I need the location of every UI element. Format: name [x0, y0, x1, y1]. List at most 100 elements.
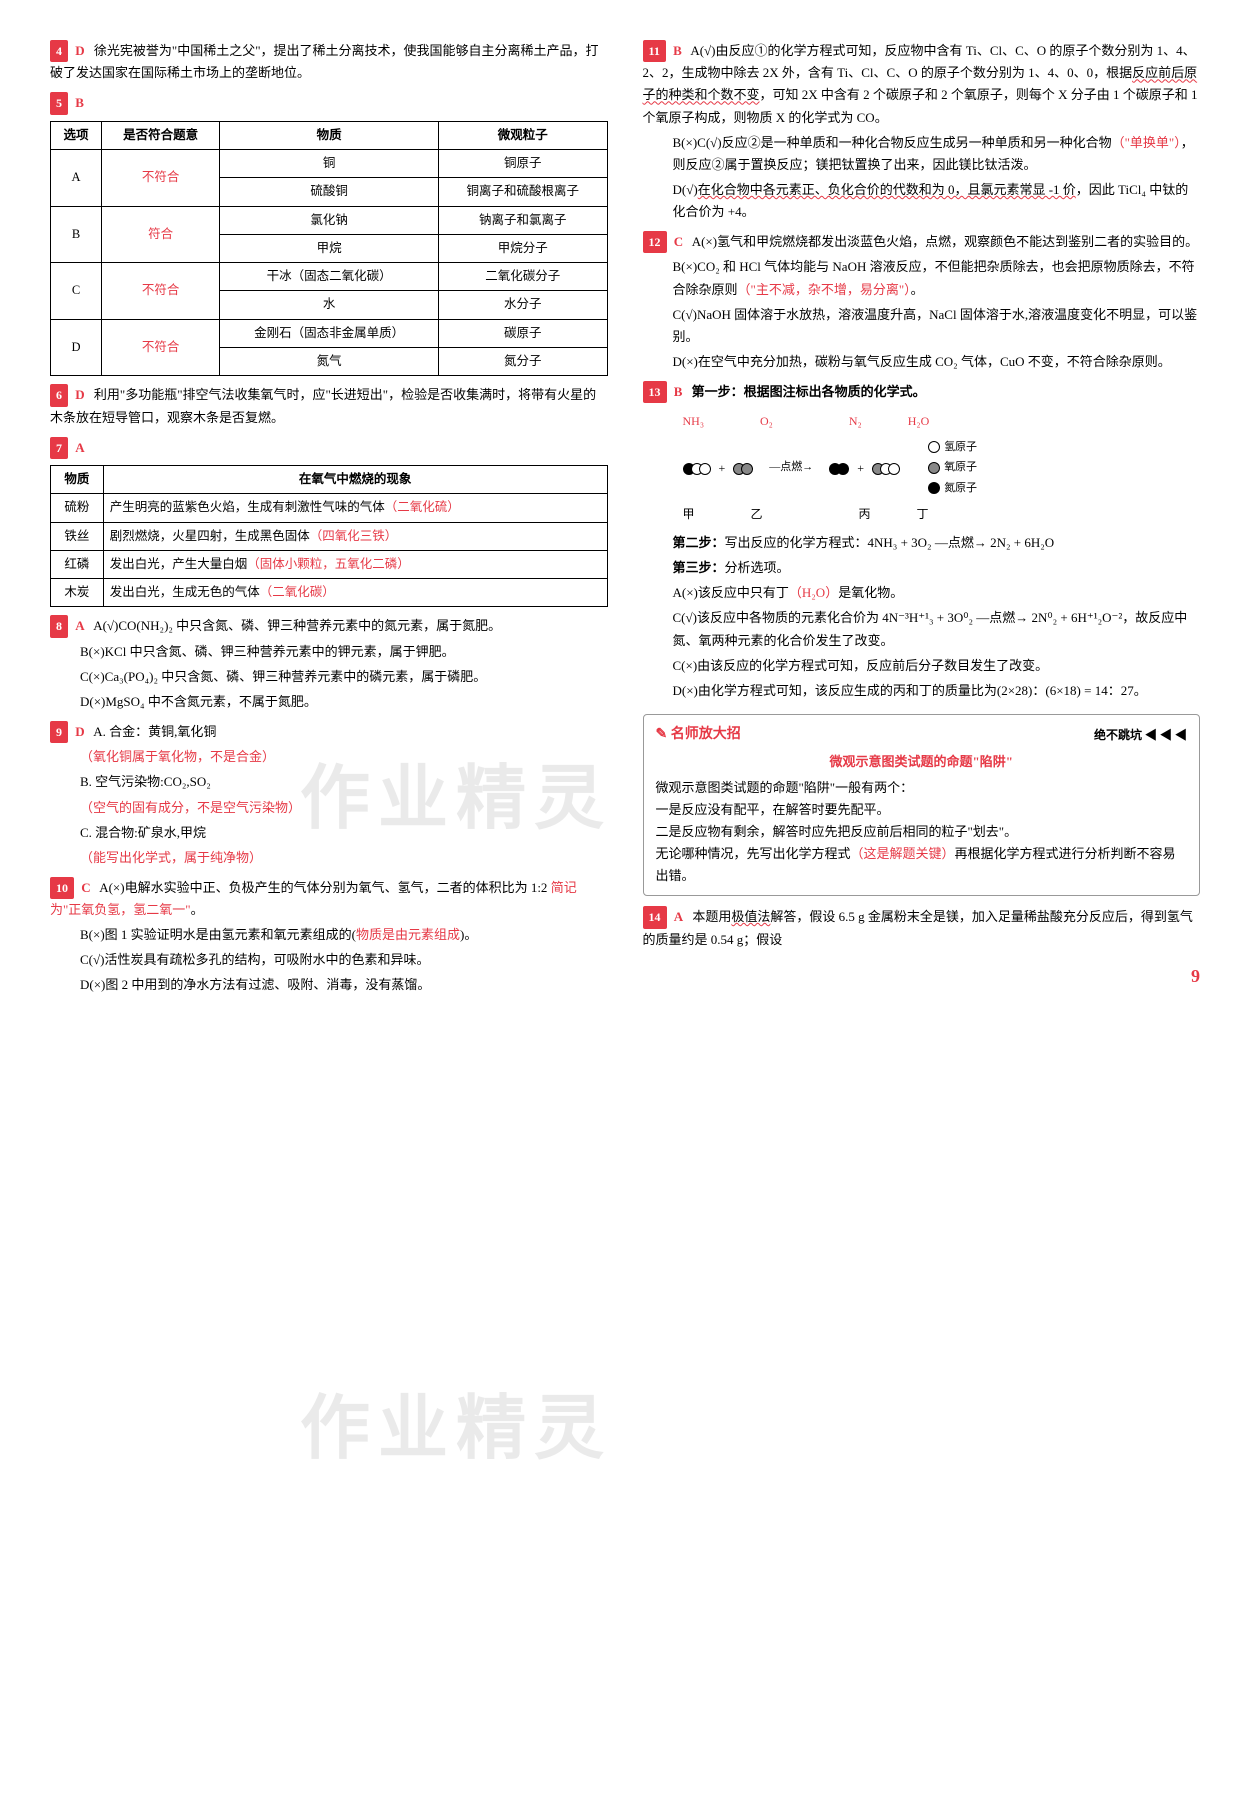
q5-table: 选项 是否符合题意 物质 微观粒子 A 不符合 铜 铜原子 硫酸铜 铜离子和硫酸…	[50, 121, 608, 376]
td: 氮分子	[439, 347, 608, 375]
step2: 第二步：写出反应的化学方程式：4NH₃ + 3O₂ —点燃→ 2N₂ + 6H₂…	[673, 532, 1201, 554]
tip-body: 微观示意图类试题的命题"陷阱"一般有两个： 一是反应没有配平，在解答时要先配平。…	[656, 777, 1188, 887]
question-14: 14 A 本题用极值法解答，假设 6.5 g 金属粉末全是镁，加入足量稀盐酸充分…	[643, 906, 1201, 950]
q-answer: A	[674, 909, 683, 924]
th: 在氧气中燃烧的现象	[103, 466, 607, 494]
line: C(×)Ca₃(PO₄)₂ 中只含氮、磷、钾三种营养元素中的磷元素，属于磷肥。	[80, 666, 608, 688]
question-10: 10 C A(×)电解水实验中正、负极产生的气体分别为氧气、氢气，二者的体积比为…	[50, 877, 608, 997]
td: 符合	[102, 206, 220, 263]
line: A. 合金：黄铜,氧化铜	[93, 724, 216, 739]
line: D(×)MgSO₄ 中不含氮元素，不属于氮肥。	[80, 691, 608, 713]
td: 发出白光，生成无色的气体（二氧化碳）	[103, 579, 607, 607]
line: C(√)该反应中各物质的元素化合价为 4N⁻³H⁺¹₃ + 3O⁰₂ —点燃→ …	[673, 607, 1201, 651]
q7-table: 物质 在氧气中燃烧的现象 硫粉 产生明亮的蓝紫色火焰，生成有刺激性气味的气体（二…	[50, 465, 608, 607]
step-label: 第一步：根据图注标出各物质的化学式。	[692, 384, 926, 399]
td: 金刚石（固态非金属单质）	[220, 319, 439, 347]
red-note: （能写出化学式，属于纯净物）	[80, 847, 608, 869]
line: B(×)图 1 实验证明水是由氢元素和氧元素组成的(物质是由元素组成)。	[80, 924, 608, 946]
line: B(×)C(√)反应②是一种单质和一种化合物反应生成另一种单质和另一种化合物（"…	[673, 132, 1201, 176]
line: D(×)在空气中充分加热，碳粉与氧气反应生成 CO₂ 气体，CuO 不变，不符合…	[673, 351, 1201, 373]
tip-title: ✎ 名师放大招	[656, 723, 741, 747]
line: A(√)由反应①的化学方程式可知，反应物中含有 Ti、Cl、C、O 的原子个数分…	[643, 43, 1196, 80]
th: 选项	[51, 121, 102, 149]
td: 二氧化碳分子	[439, 263, 608, 291]
label: 乙	[751, 504, 763, 524]
arrow-label: —点燃→	[769, 458, 813, 477]
page-number: 9	[643, 961, 1201, 992]
td: D	[51, 319, 102, 376]
q-number: 9	[50, 721, 68, 743]
td: 钠离子和氯离子	[439, 206, 608, 234]
td: C	[51, 263, 102, 320]
td: 氮气	[220, 347, 439, 375]
teacher-tip-box: ✎ 名师放大招 绝不跳坑 ◀ ◀ ◀ 微观示意图类试题的命题"陷阱" 微观示意图…	[643, 714, 1201, 896]
q-number: 10	[50, 877, 74, 899]
td: 木炭	[51, 579, 104, 607]
td: 不符合	[102, 263, 220, 320]
td: 不符合	[102, 150, 220, 207]
q-number: 12	[643, 231, 667, 253]
question-8: 8 A A(√)CO(NH₂)₂ 中只含氮、磷、钾三种营养元素中的氮元素，属于氮…	[50, 615, 608, 713]
td: 铜离子和硫酸根离子	[439, 178, 608, 206]
q-answer: D	[75, 43, 84, 58]
q-text: 利用"多功能瓶"排空气法收集氧气时，应"长进短出"，检验是否收集满时，将带有火星…	[50, 387, 596, 424]
td: 红磷	[51, 550, 104, 578]
formula: N₂	[849, 411, 862, 431]
td: 碳原子	[439, 319, 608, 347]
question-6: 6 D 利用"多功能瓶"排空气法收集氧气时，应"长进短出"，检验是否收集满时，将…	[50, 384, 608, 428]
red-note: （氧化铜属于氧化物，不是合金）	[80, 746, 608, 768]
q-answer: B	[75, 95, 84, 110]
td: 水	[220, 291, 439, 319]
legend: 氢原子 氧原子 氮原子	[928, 436, 977, 500]
th: 微观粒子	[439, 121, 608, 149]
molecule-n2	[829, 458, 849, 478]
line: C(√)NaOH 固体溶于水放热，溶液温度升高，NaCl 固体溶于水,溶液温度变…	[673, 304, 1201, 348]
watermark: 作业精灵	[300, 1370, 612, 1489]
q-text: 徐光宪被誉为"中国稀土之父"，提出了稀土分离技术，使我国能够自主分离稀土产品，打…	[50, 43, 599, 80]
question-13: 13 B 第一步：根据图注标出各物质的化学式。 NH₃ O₂ N₂ H₂O +	[643, 381, 1201, 702]
q-text: 本题用极值法解答，假设 6.5 g 金属粉末全是镁，加入足量稀盐酸充分反应后，得…	[643, 909, 1193, 946]
formula: NH₃	[683, 411, 705, 431]
td: 不符合	[102, 319, 220, 376]
left-column: 4 D 徐光宪被誉为"中国稀土之父"，提出了稀土分离技术，使我国能够自主分离稀土…	[50, 40, 608, 1005]
line: C. 混合物:矿泉水,甲烷	[80, 822, 608, 844]
td: 剧烈燃烧，火星四射，生成黑色固体（四氧化三铁）	[103, 522, 607, 550]
line: B(×)CO₂ 和 HCl 气体均能与 NaOH 溶液反应，不但能把杂质除去，也…	[673, 256, 1201, 300]
line: C(×)由该反应的化学方程式可知，反应前后分子数目发生了改变。	[673, 655, 1201, 677]
label: 丙	[859, 504, 871, 524]
label: 丁	[917, 504, 929, 524]
formula: O₂	[760, 411, 773, 431]
molecule-o2	[733, 458, 753, 478]
td: 甲烷分子	[439, 234, 608, 262]
molecule-h2o	[872, 458, 900, 478]
td: 铁丝	[51, 522, 104, 550]
line: B(×)KCl 中只含氮、磷、钾三种营养元素中的钾元素，属于钾肥。	[80, 641, 608, 663]
line: A(√)CO(NH₂)₂ 中只含氮、磷、钾三种营养元素中的氮元素，属于氮肥。	[93, 618, 501, 633]
q-answer: D	[75, 724, 84, 739]
molecule-row: + —点燃→ + 氢原子 氧原子 氮原子	[683, 436, 1201, 500]
q-answer: B	[674, 384, 683, 399]
question-7: 7 A 物质 在氧气中燃烧的现象 硫粉 产生明亮的蓝紫色火焰，生成有刺激性气味的…	[50, 437, 608, 608]
q-number: 11	[643, 40, 666, 62]
td: 硫酸铜	[220, 178, 439, 206]
td: 甲烷	[220, 234, 439, 262]
right-column: 11 B A(√)由反应①的化学方程式可知，反应物中含有 Ti、Cl、C、O 的…	[643, 40, 1201, 1005]
td: A	[51, 150, 102, 207]
q-answer: D	[75, 387, 84, 402]
molecule-nh3	[683, 458, 711, 478]
line: 无论哪种情况，先写出化学方程式（这是解题关键）再根据化学方程式进行分析判断不容易…	[656, 843, 1188, 887]
th: 物质	[220, 121, 439, 149]
formula: H₂O	[908, 411, 930, 431]
line: A(×)氢气和甲烷燃烧都发出淡蓝色火焰，点燃，观察颜色不能达到鉴别二者的实验目的…	[692, 234, 1198, 249]
line: 一是反应没有配平，在解答时要先配平。	[656, 799, 1188, 821]
red-note: （空气的固有成分，不是空气污染物）	[80, 797, 608, 819]
line: A(×)该反应中只有丁（H₂O）是氧化物。	[673, 582, 1201, 604]
q-answer: A	[75, 440, 84, 455]
line: 微观示意图类试题的命题"陷阱"一般有两个：	[656, 777, 1188, 799]
question-4: 4 D 徐光宪被誉为"中国稀土之父"，提出了稀土分离技术，使我国能够自主分离稀土…	[50, 40, 608, 84]
td: 产生明亮的蓝紫色火焰，生成有刺激性气味的气体（二氧化硫）	[103, 494, 607, 522]
tip-subtitle: 微观示意图类试题的命题"陷阱"	[656, 751, 1188, 773]
line: C(√)活性炭具有疏松多孔的结构，可吸附水中的色素和异味。	[80, 949, 608, 971]
td: 氯化钠	[220, 206, 439, 234]
q-answer: B	[673, 43, 682, 58]
